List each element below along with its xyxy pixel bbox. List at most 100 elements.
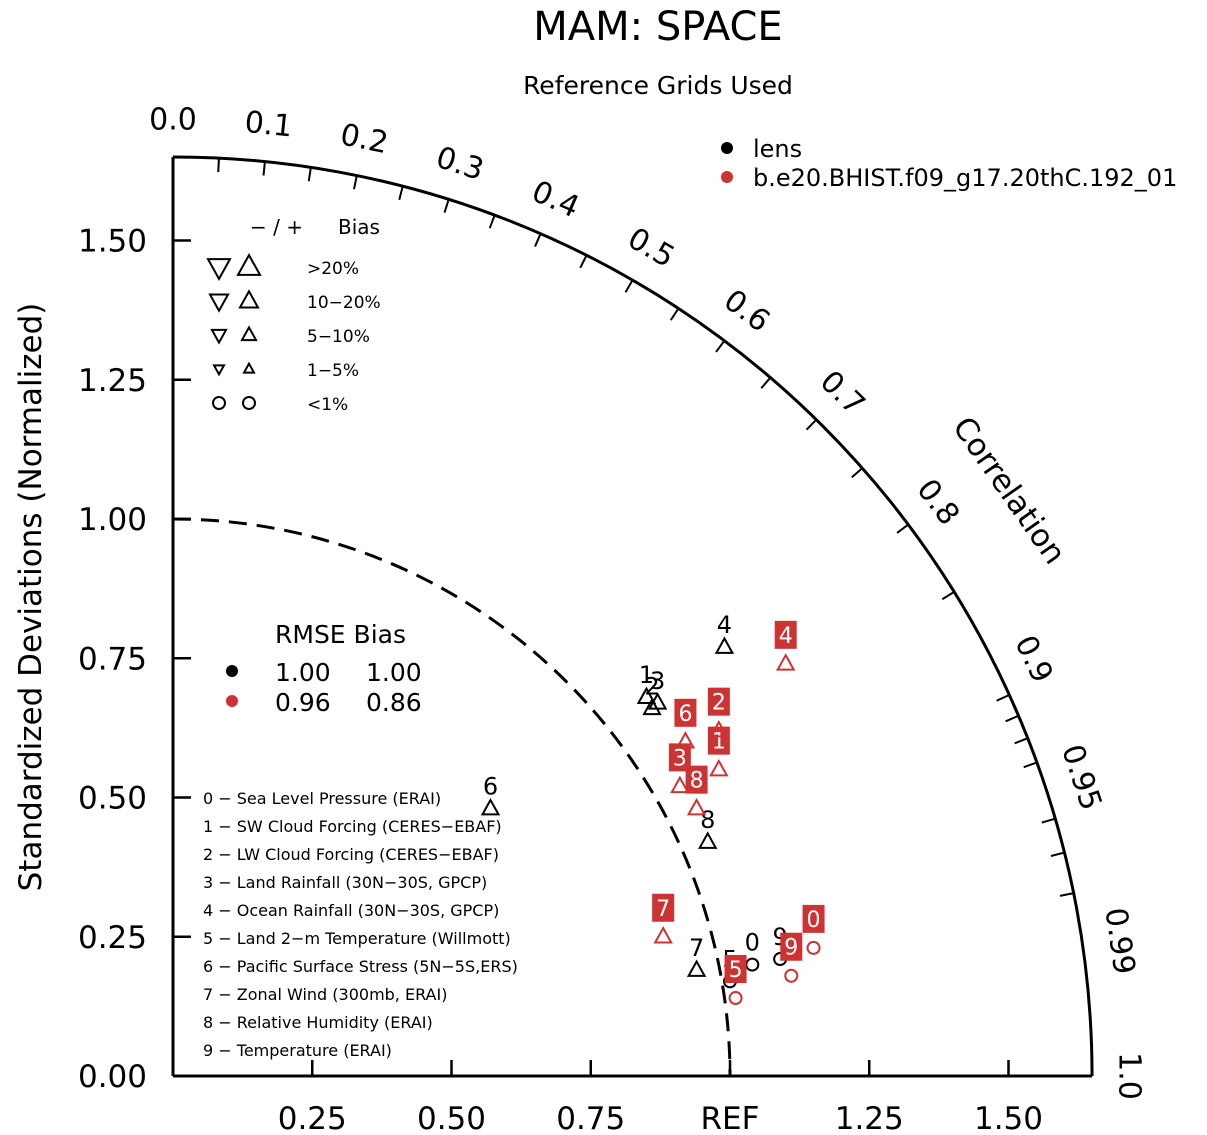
correlation-tick [353,175,358,190]
correlation-tick [1014,737,1029,745]
data-point-marker [670,775,690,794]
chart-title: MAM: SPACE [533,4,782,50]
correlation-tick-label: 0.4 [527,174,585,225]
data-point-label: 1 [639,661,654,689]
variable-legend-item: 8 − Relative Humidity (ERAI) [203,1013,433,1032]
bias-legend-triangle-down [212,364,226,377]
bias-legend-circle [212,396,226,410]
correlation-tick-label: 0.6 [717,283,776,340]
rmse-legend-header: RMSE Bias [275,620,406,649]
x-tick-label: 1.25 [835,1101,904,1135]
rmse-legend-rmse: 0.96 [275,688,331,717]
variable-legend-item: 0 − Sea Level Pressure (ERAI) [203,789,441,808]
data-point-label: 2 [644,672,659,700]
correlation-tick [851,467,863,479]
correlation-tick-label: 0.2 [337,117,391,161]
correlation-tick [443,198,450,213]
data-point-label: 0 [807,908,821,933]
y-tick-label: 0.50 [78,781,147,817]
correlation-tick-label: 1.0 [1112,1052,1147,1100]
data-point-label-box [652,893,675,922]
correlation-arc [172,155,1094,1077]
variable-legend-item: 9 − Temperature (ERAI) [203,1041,392,1060]
correlation-tick-label: 0.9 [1007,630,1059,688]
correlation-tick [217,158,220,173]
data-point-marker [686,797,707,816]
bias-legend-range: 5−10% [307,327,370,347]
correlation-tick [896,523,909,534]
data-point-marker [806,940,821,955]
correlation-tick [1023,761,1038,769]
bias-legend-triangle-up [242,361,256,374]
variable-legend-item: 4 − Ocean Rainfall (30N−30S, GPCP) [203,901,499,920]
y-tick-label: 1.00 [78,502,147,538]
correlation-tick [760,376,772,389]
axes-layer: 0.000.250.500.751.001.251.500.25 0.50 0.75… [78,102,1147,1135]
data-point-marker [709,719,729,738]
data-point-label: 7 [689,934,704,962]
variable-legend-item: 5 − Land 2−m Temperature (Willmott) [203,929,511,948]
correlation-tick [579,254,588,269]
correlation-tick-label: 0.3 [432,140,488,188]
data-point-label: 0 [745,929,760,957]
correlation-tick-label: 0.95 [1054,740,1108,814]
data-point-label: 6 [483,773,498,801]
correlation-tick [534,233,542,247]
variable-legend-item: 1 − SW Cloud Forcing (CERES−EBAF) [203,817,502,836]
bias-legend-range: 10−20% [307,293,381,313]
data-point-marker [636,686,657,704]
data-point-marker [686,959,707,977]
correlation-tick-label: 0.99 [1097,906,1141,977]
data-point-marker [480,797,501,816]
y-tick-label: 0.00 [78,1059,147,1095]
correlation-tick-label: 0.5 [622,221,681,275]
correlation-tick-label: 0.1 [243,105,294,145]
bias-legend-range: 1−5% [307,361,359,381]
variable-legend-item: 7 − Zonal Wind (300mb, ERAI) [203,985,447,1004]
data-point-label: 3 [650,667,665,695]
y-tick-label: 0.75 [78,641,147,677]
variable-legend-item: 3 − Land Rainfall (30N−30S, GPCP) [203,873,487,892]
bias-legend-triangle-down [206,258,232,281]
bias-legend-triangle-up [240,325,258,342]
data-point-label: 4 [779,624,793,649]
data-point-marker [675,731,696,749]
correlation-tick-label: 0.0 [149,102,197,137]
rmse-legend-bias: 0.86 [366,688,422,717]
data-point-marker [714,636,735,654]
data-point-marker [784,968,799,983]
correlation-tick [262,161,266,176]
chart-subtitle: Reference Grids Used [523,71,793,100]
bias-legend-triangle-up [238,289,260,309]
data-point-label-box [674,698,697,727]
data-point-label: 3 [673,746,687,771]
bias-legend-triangle-down [210,328,228,345]
data-point-marker [776,653,796,671]
y-tick-label: 1.25 [78,363,147,399]
rmse-legend-marker [226,665,238,677]
correlation-tick [1041,817,1056,824]
series-legend-marker [721,142,733,154]
correlation-tick-label: 0.7 [813,364,872,422]
data-point-marker [647,692,668,710]
correlation-tick [1059,892,1074,897]
data-point-label-box [724,955,747,984]
data-points-layer: 01234567890123456789 [480,611,825,1006]
rmse-legend-bias: 1.00 [366,658,422,687]
data-point-label: 8 [690,769,704,794]
correlation-tick [996,694,1010,702]
x-tick-label: 0.50 [417,1101,486,1135]
data-point-label: 2 [712,691,726,716]
data-point-label: 1 [712,730,726,755]
data-point-label-box [780,932,803,961]
data-point-label-box [802,904,825,933]
x-tick-label: 0.25 [278,1101,347,1135]
correlation-tick [941,591,955,601]
x-tick-label: REF [701,1101,760,1135]
series-legend-label: b.e20.BHIST.f09_g17.20thC.192_01 [753,164,1177,192]
y-tick-label: 1.50 [78,224,147,260]
data-point-marker [698,831,718,849]
correlation-tick [398,185,404,200]
data-point-label-box [774,620,797,649]
data-point-label-box [707,687,730,716]
